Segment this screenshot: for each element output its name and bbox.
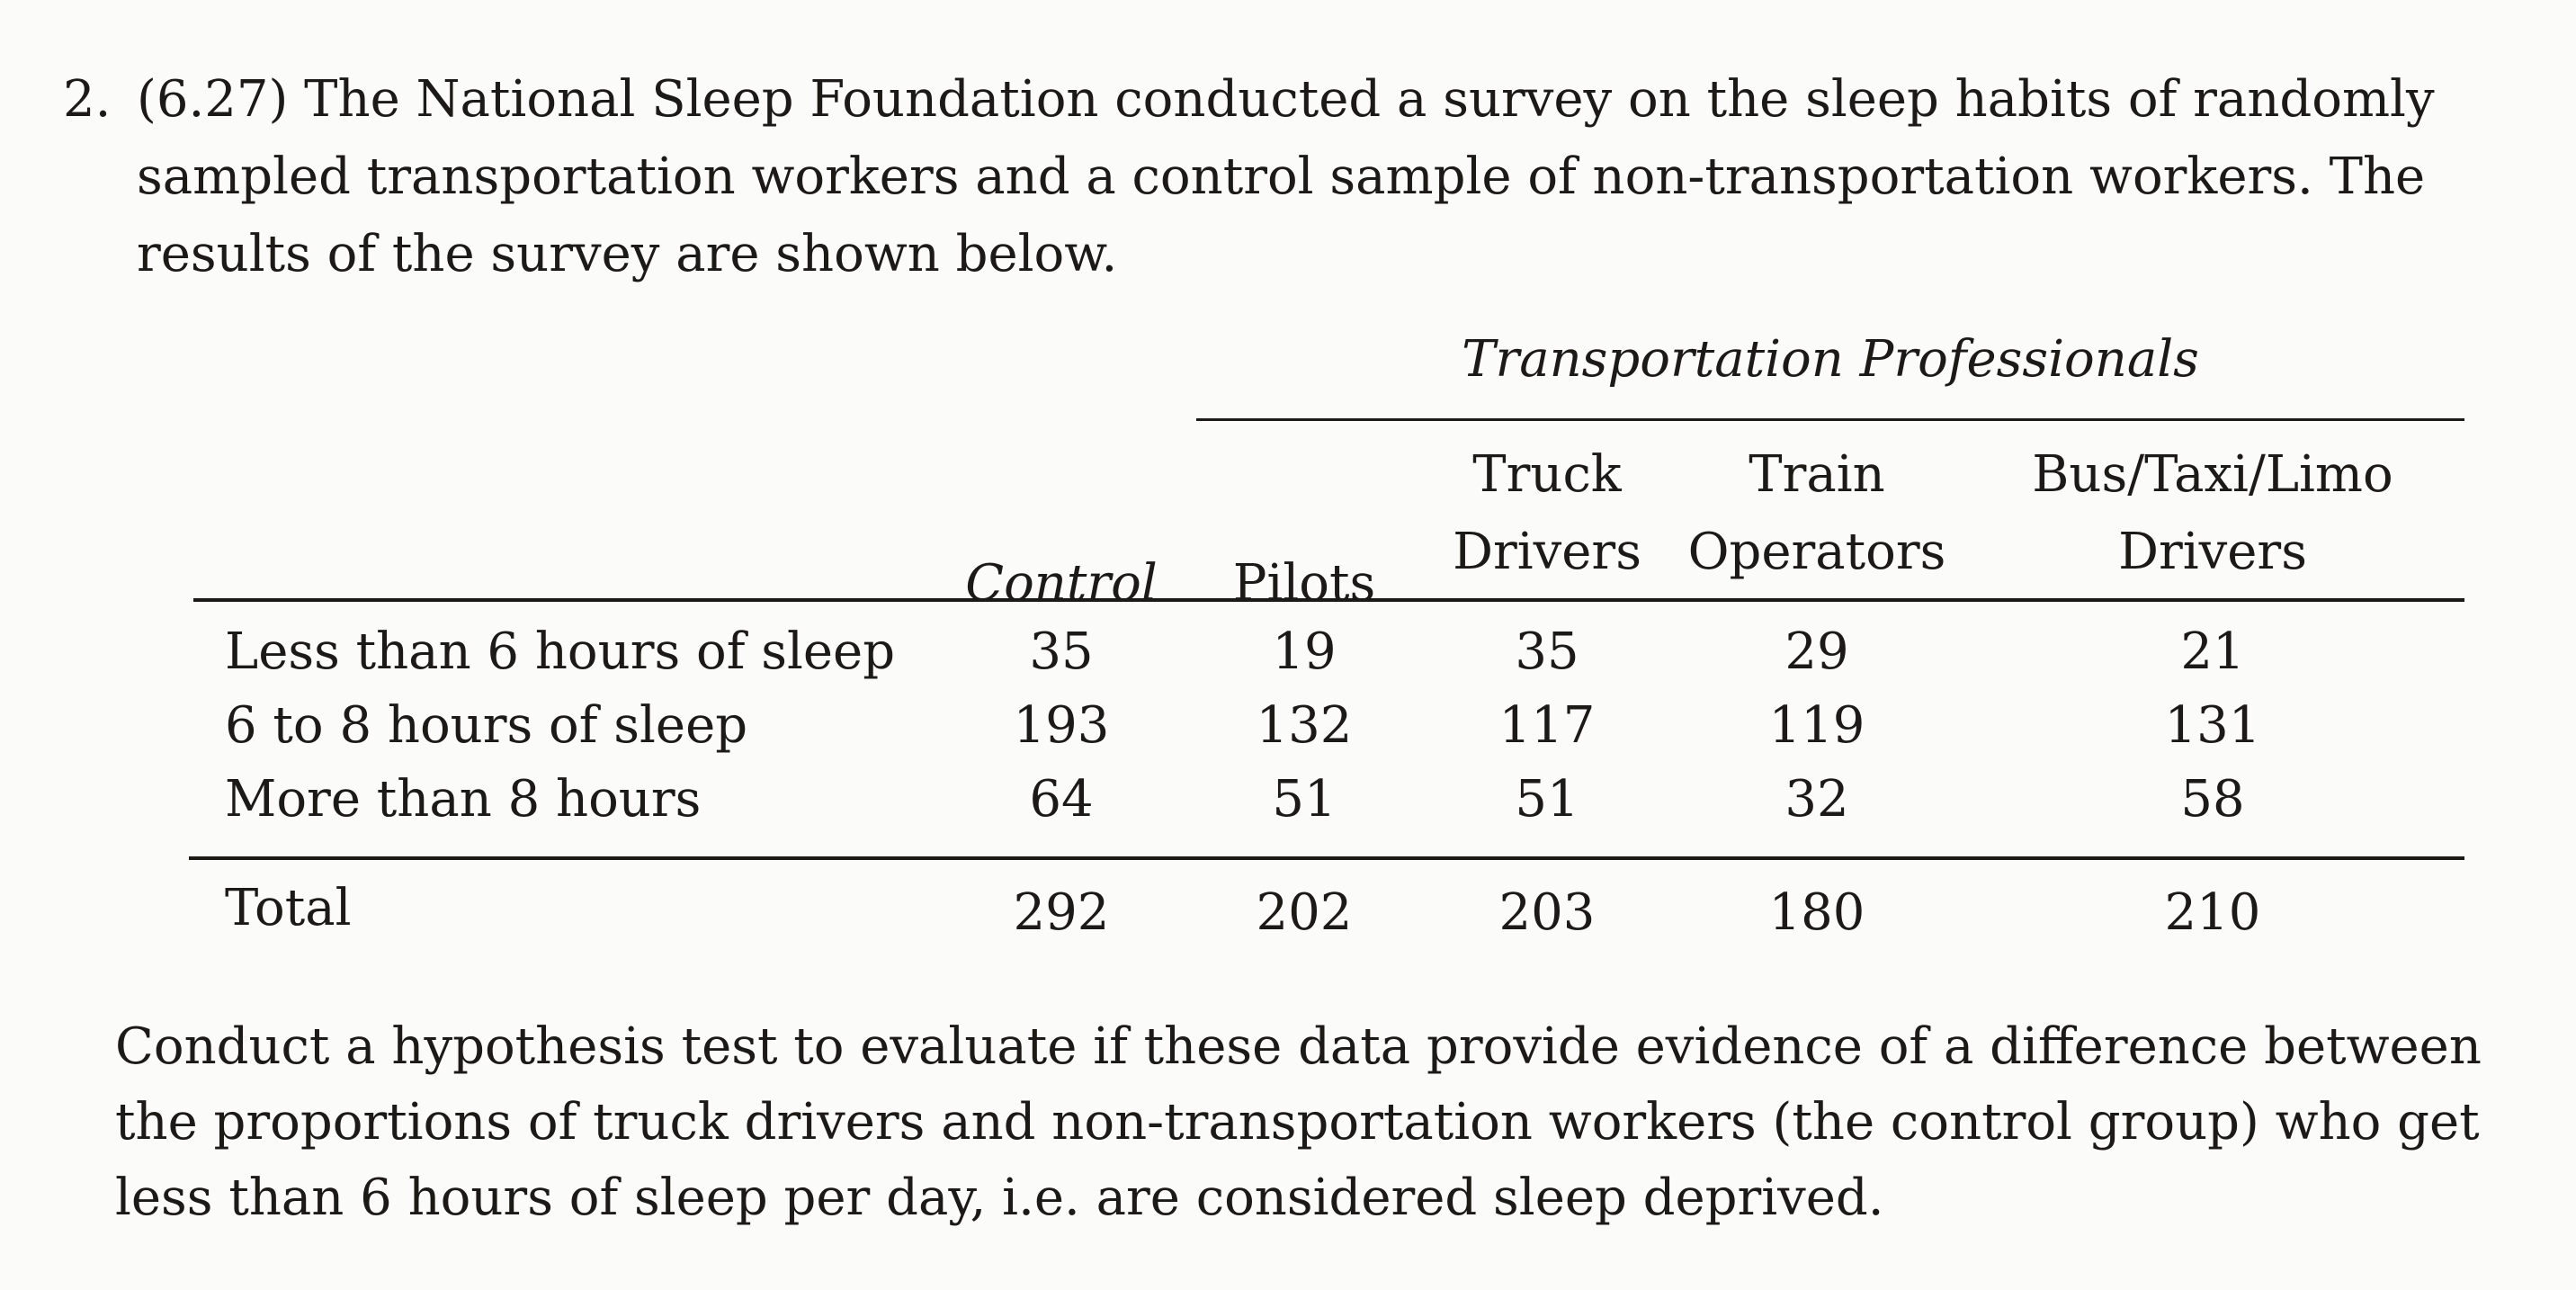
table-cell: 29 [1784,623,1849,681]
table-cell: 35 [1029,623,1094,681]
table-total-rule [189,856,2464,860]
problem-number: 2. [63,70,112,129]
table-cell: 51 [1515,770,1579,829]
row-label-6-to-8: 6 to 8 hours of sleep [225,696,748,755]
table-cell: 51 [1272,770,1337,829]
column-header-control: Control [965,554,1158,613]
intro-line: sampled transportation workers and a con… [137,148,2426,206]
row-label-less-than-6: Less than 6 hours of sleep [225,623,896,681]
intro-line: results of the survey are shown below. [137,225,1118,283]
column-header-pilots: Pilots [1232,554,1376,613]
table-cell: 132 [1256,696,1353,755]
transportation-group-header: Transportation Professionals [1462,330,2199,389]
table-cell: 19 [1272,623,1337,681]
table-cell: 21 [2180,623,2245,681]
table-cell: 58 [2180,770,2245,829]
table-cell: 32 [1784,770,1849,829]
question-line: Conduct a hypothesis test to evaluate if… [115,1017,2482,1076]
table-cell: 35 [1515,623,1579,681]
table-cell: 119 [1768,696,1865,755]
question-line: less than 6 hours of sleep per day, i.e.… [115,1169,1884,1227]
column-header-train-operators: Train Operators [1687,445,1946,581]
problem-intro: (6.27) The National Sleep Foundation con… [137,61,2529,293]
column-header-bus-taxi-limo-drivers: Bus/Taxi/Limo Drivers [2032,445,2393,581]
total-cell: 202 [1256,883,1353,942]
column-header-truck-drivers: Truck Drivers [1453,445,1641,581]
table-top-rule [193,598,2464,602]
total-cell: 203 [1498,883,1596,942]
table-cell: 131 [2164,696,2261,755]
intro-line: (6.27) The National Sleep Foundation con… [137,70,2435,129]
group-header-rule [1196,418,2464,421]
total-cell: 180 [1768,883,1865,942]
row-label-total: Total [225,879,352,937]
total-cell: 210 [2164,883,2261,942]
table-cell: 64 [1029,770,1094,829]
total-cell: 292 [1013,883,1110,942]
question-line: the proportions of truck drivers and non… [115,1093,2480,1151]
table-cell: 193 [1013,696,1110,755]
table-cell: 117 [1498,696,1596,755]
hypothesis-question: Conduct a hypothesis test to evaluate if… [115,1009,2526,1236]
row-label-more-than-8: More than 8 hours [225,770,702,829]
